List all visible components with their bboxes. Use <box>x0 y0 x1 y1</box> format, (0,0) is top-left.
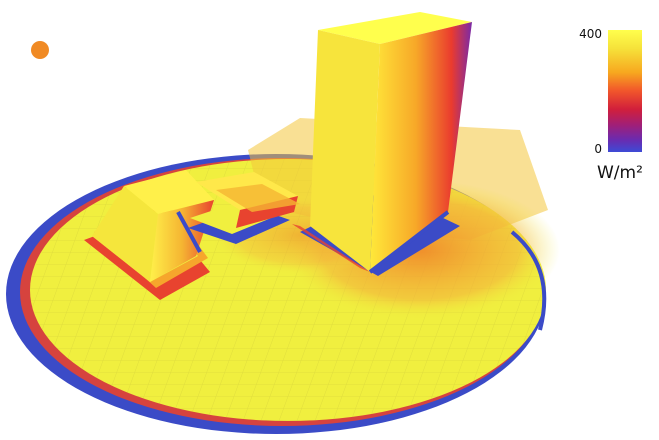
legend-max-label: 400 <box>579 27 602 41</box>
legend-min-label: 0 <box>594 142 602 156</box>
left-building <box>84 170 214 300</box>
ring-edge-right <box>510 230 547 331</box>
legend-color-bar <box>608 30 642 152</box>
connector-block <box>188 172 300 244</box>
color-legend: 400 0 W/m² <box>579 27 643 183</box>
legend-unit-label: W/m² <box>597 163 643 183</box>
ground-disc <box>6 118 560 434</box>
tall-tower <box>292 12 472 276</box>
sun-icon <box>31 41 49 59</box>
